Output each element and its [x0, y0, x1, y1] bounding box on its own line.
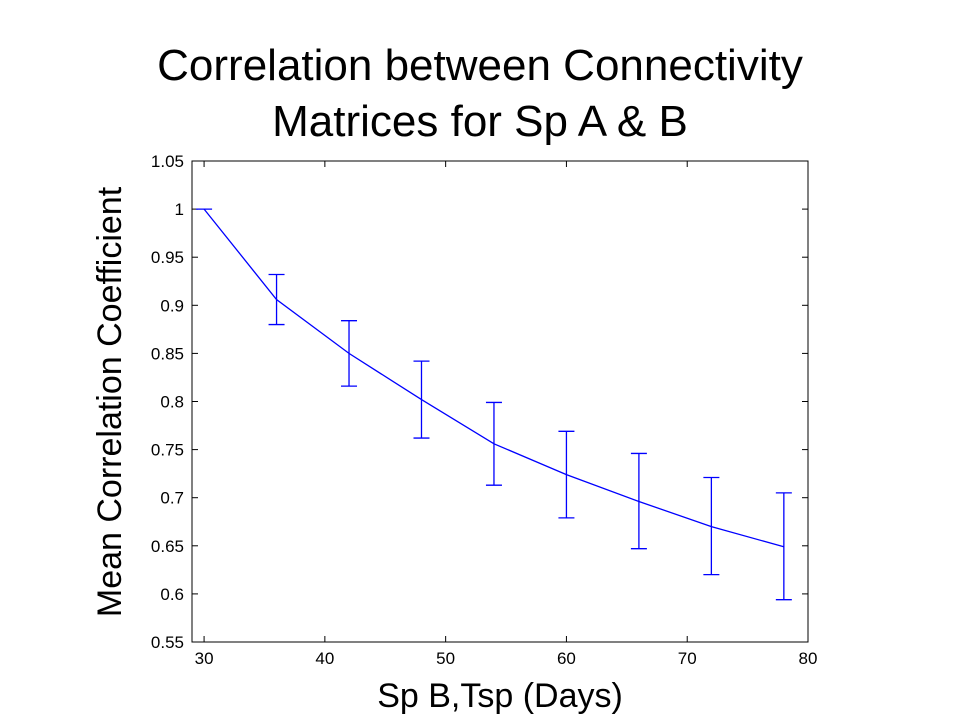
- y-tick-label: 0.8: [160, 393, 184, 412]
- x-axis-label: Sp B,Tsp (Days): [377, 677, 623, 715]
- y-tick-label: 0.75: [151, 441, 184, 460]
- slide-title-line-1: Correlation between Connectivity: [157, 41, 803, 90]
- y-tick-label: 0.55: [151, 633, 184, 652]
- plot-area: [191, 160, 809, 643]
- x-tick-label: 30: [195, 649, 214, 668]
- y-tick-label: 0.6: [160, 585, 184, 604]
- x-tick-label: 40: [315, 649, 334, 668]
- y-tick-label: 0.9: [160, 296, 184, 315]
- x-tick-label: 60: [557, 649, 576, 668]
- y-axis-label: Mean Correlation Coefficient: [91, 186, 129, 617]
- slide-title: Correlation between Connectivity Matrice…: [0, 38, 960, 150]
- x-axis-ticks: 30 40 50 60 70 80: [195, 161, 818, 668]
- x-tick-label: 70: [678, 649, 697, 668]
- y-tick-label: 1: [175, 200, 184, 219]
- y-tick-label: 0.7: [160, 489, 184, 508]
- y-tick-label: 1.05: [151, 152, 184, 171]
- x-tick-label: 50: [436, 649, 455, 668]
- y-axis-ticks: 0.55 0.6 0.65 0.7 0.75 0.8 0.85 0.9 0.95 1 1.05: [151, 152, 808, 652]
- y-tick-label: 0.95: [151, 248, 184, 267]
- x-tick-label: 80: [799, 649, 818, 668]
- y-tick-label: 0.65: [151, 537, 184, 556]
- slide-title-line-2: Matrices for Sp A & B: [272, 97, 688, 146]
- y-tick-label: 0.85: [151, 344, 184, 363]
- error-bars: [196, 208, 792, 601]
- series-line: [203, 208, 784, 548]
